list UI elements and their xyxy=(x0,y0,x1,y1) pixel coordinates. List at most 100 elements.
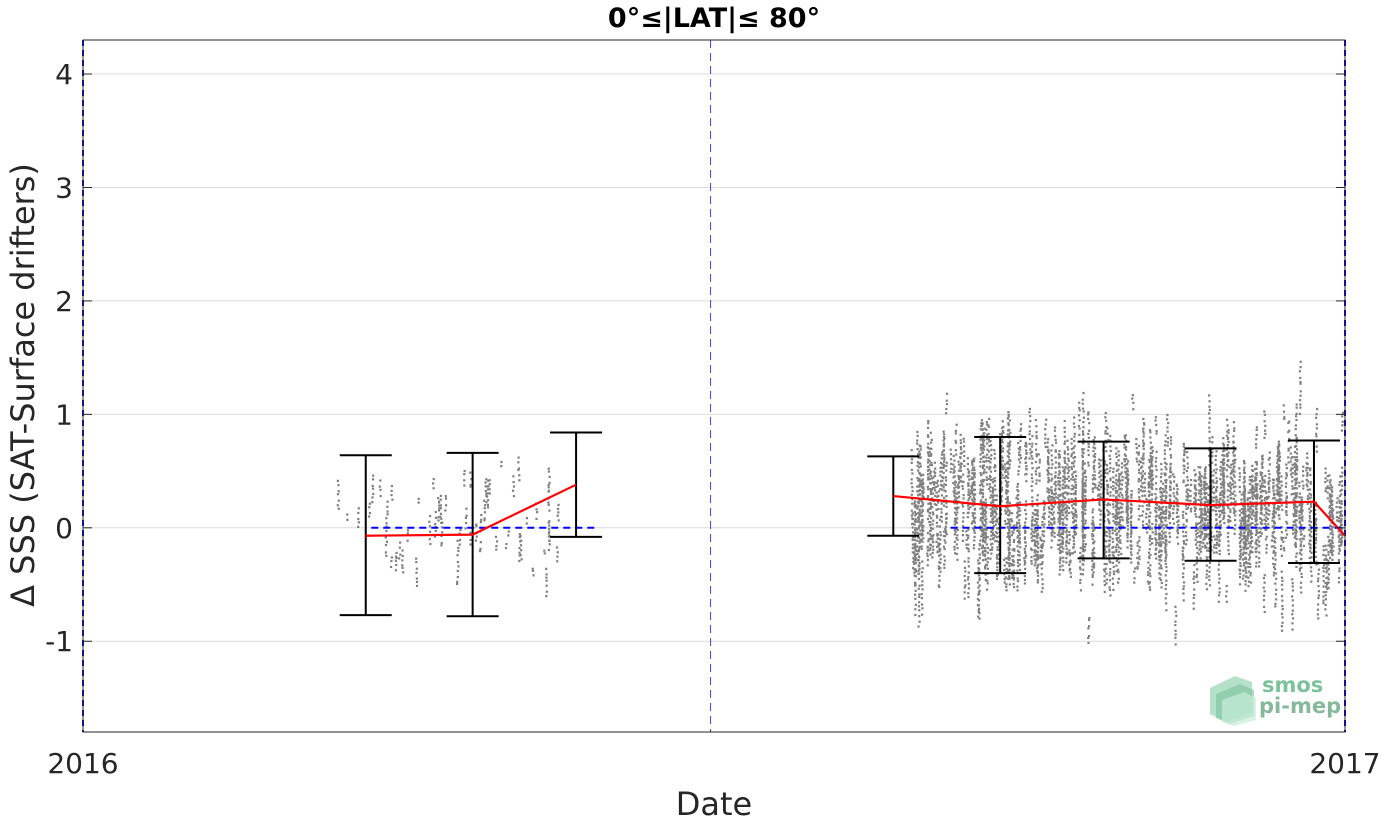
scatter-point xyxy=(1175,484,1178,488)
scatter-point xyxy=(1271,512,1274,516)
scatter-point xyxy=(921,504,924,507)
scatter-point xyxy=(914,506,917,509)
scatter-point xyxy=(978,557,981,560)
scatter-point xyxy=(1294,434,1297,437)
scatter-point xyxy=(1196,528,1199,531)
scatter-point xyxy=(1277,505,1280,508)
scatter-point xyxy=(1227,484,1230,487)
scatter-point xyxy=(918,477,921,481)
scatter-point xyxy=(1298,521,1301,525)
scatter-point xyxy=(1145,516,1148,519)
scatter-point xyxy=(1264,429,1267,432)
scatter-point xyxy=(1137,444,1141,447)
scatter-point xyxy=(1113,522,1116,525)
scatter-point xyxy=(1200,518,1203,521)
scatter-point xyxy=(1169,475,1172,478)
scatter-point xyxy=(1135,442,1138,446)
scatter-point xyxy=(987,477,991,481)
scatter-point xyxy=(926,517,930,521)
scatter-point xyxy=(1281,599,1284,602)
scatter-point xyxy=(1098,508,1101,511)
scatter-point xyxy=(389,565,393,569)
scatter-point xyxy=(1238,472,1241,475)
scatter-point xyxy=(995,498,998,502)
scatter-point xyxy=(1147,508,1150,511)
scatter-point xyxy=(1046,487,1049,490)
scatter-point xyxy=(1232,497,1236,500)
scatter-point xyxy=(1280,576,1284,579)
scatter-point xyxy=(953,540,956,543)
scatter-point xyxy=(962,516,965,519)
scatter-point xyxy=(1299,530,1302,533)
scatter-point xyxy=(459,528,462,532)
scatter-point xyxy=(1019,454,1022,457)
scatter-point xyxy=(1325,576,1328,580)
scatter-point xyxy=(1176,508,1179,512)
scatter-point xyxy=(1177,505,1180,508)
scatter-point xyxy=(1016,526,1020,529)
scatter-point xyxy=(1120,493,1124,497)
scatter-point xyxy=(1148,528,1152,531)
scatter-point xyxy=(1289,446,1292,449)
scatter-point xyxy=(921,508,924,512)
scatter-point xyxy=(547,470,551,473)
scatter-point xyxy=(979,438,982,441)
scatter-point xyxy=(959,479,962,482)
scatter-point xyxy=(1272,551,1275,554)
scatter-point xyxy=(1024,554,1028,557)
scatter-point xyxy=(1018,527,1021,530)
scatter-point xyxy=(1300,511,1303,514)
scatter-point xyxy=(910,468,913,471)
scatter-point xyxy=(942,471,945,475)
scatter-point xyxy=(981,488,984,491)
scatter-point xyxy=(1219,469,1222,472)
scatter-point xyxy=(942,460,946,463)
scatter-point xyxy=(519,534,522,538)
scatter-point xyxy=(1278,493,1281,496)
scatter-point xyxy=(1327,581,1330,584)
scatter-point xyxy=(1061,539,1064,542)
scatter-point xyxy=(479,541,482,544)
scatter-point xyxy=(1254,517,1257,520)
scatter-point xyxy=(1072,536,1076,539)
scatter-point xyxy=(1099,464,1102,467)
scatter-point xyxy=(547,501,550,504)
scatter-point xyxy=(1260,499,1263,503)
scatter-point xyxy=(982,442,985,445)
scatter-point xyxy=(1199,473,1202,476)
scatter-point xyxy=(1322,575,1325,578)
scatter-point xyxy=(1120,466,1124,469)
scatter-point xyxy=(1242,574,1245,577)
scatter-point xyxy=(1070,455,1073,458)
scatter-point xyxy=(1169,488,1172,491)
scatter-point xyxy=(1300,553,1303,556)
scatter-point xyxy=(1204,546,1207,549)
scatter-point xyxy=(914,570,918,573)
scatter-point xyxy=(986,561,989,564)
scatter-point xyxy=(1024,552,1027,555)
scatter-point xyxy=(1008,575,1011,578)
scatter-point xyxy=(935,481,938,485)
scatter-point xyxy=(511,489,515,492)
scatter-point xyxy=(1246,523,1249,526)
scatter-point xyxy=(1087,411,1090,414)
scatter-point xyxy=(931,537,934,541)
scatter-point xyxy=(1033,524,1036,527)
scatter-point xyxy=(987,459,991,463)
scatter-point xyxy=(1254,460,1257,464)
scatter-point xyxy=(1251,551,1254,554)
scatter-point xyxy=(1239,548,1243,551)
scatter-point xyxy=(1291,617,1295,620)
scatter-point xyxy=(1194,529,1197,532)
scatter-point xyxy=(1023,582,1027,585)
scatter-point xyxy=(1141,524,1145,527)
scatter-point xyxy=(1300,523,1303,527)
scatter-point xyxy=(921,526,924,529)
scatter-point xyxy=(1268,473,1271,476)
scatter-point xyxy=(1271,534,1274,537)
scatter-point xyxy=(984,558,987,561)
scatter-point xyxy=(1293,531,1297,534)
scatter-point xyxy=(401,554,404,558)
scatter-point xyxy=(1306,495,1310,498)
scatter-point xyxy=(1137,518,1140,521)
